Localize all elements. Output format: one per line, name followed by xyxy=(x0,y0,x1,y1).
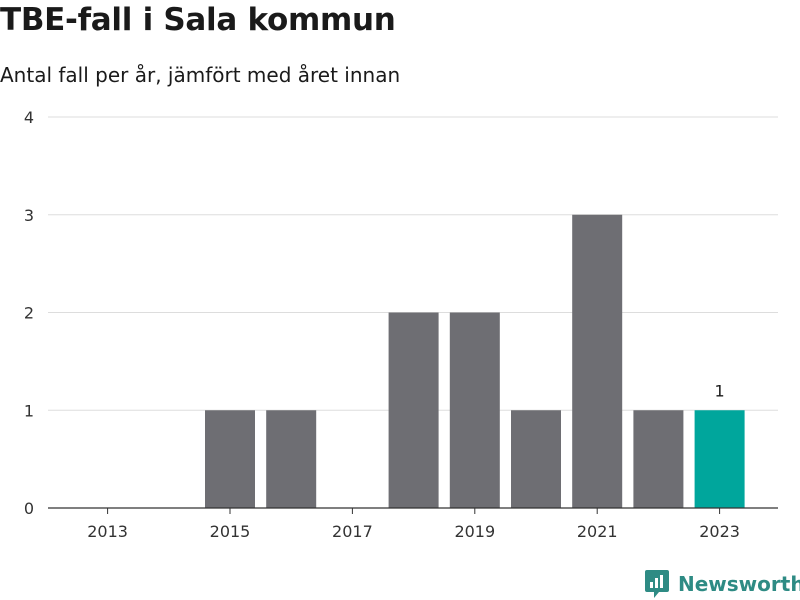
x-tick-label: 2021 xyxy=(577,522,618,541)
bar-2022 xyxy=(633,410,684,508)
x-tick-label: 2017 xyxy=(332,522,373,541)
y-tick-label: 2 xyxy=(24,304,34,323)
y-tick-label: 4 xyxy=(24,108,34,127)
bar-2023 xyxy=(694,410,745,508)
x-tick-label: 2013 xyxy=(87,522,128,541)
x-tick-label: 2023 xyxy=(699,522,740,541)
x-tick-label: 2015 xyxy=(210,522,251,541)
y-tick-label: 1 xyxy=(24,401,34,420)
newsworthy-logo-icon xyxy=(645,570,669,598)
bar-2016 xyxy=(266,410,317,508)
data-labels: 1 xyxy=(715,381,725,400)
bar-2021 xyxy=(572,214,623,508)
bar-2015 xyxy=(205,410,255,508)
x-tick-label: 2019 xyxy=(454,522,495,541)
y-tick-label: 0 xyxy=(24,499,34,518)
axes: 0 1 2 3 4 2013 2015 2017 2019 2021 2023 xyxy=(24,108,778,541)
brand-logo: Newsworthy xyxy=(644,568,800,600)
bar-2020 xyxy=(511,410,561,508)
bar-2018 xyxy=(388,312,439,508)
bar-value-label: 1 xyxy=(715,381,725,400)
bar-2019 xyxy=(449,312,500,508)
bars xyxy=(205,214,745,508)
y-tick-label: 3 xyxy=(24,206,34,225)
brand-name: Newsworthy xyxy=(678,572,800,596)
chart-title: TBE-fall i Sala kommun xyxy=(0,2,396,38)
chart-subtitle: Antal fall per år, jämfört med året inna… xyxy=(0,63,401,87)
